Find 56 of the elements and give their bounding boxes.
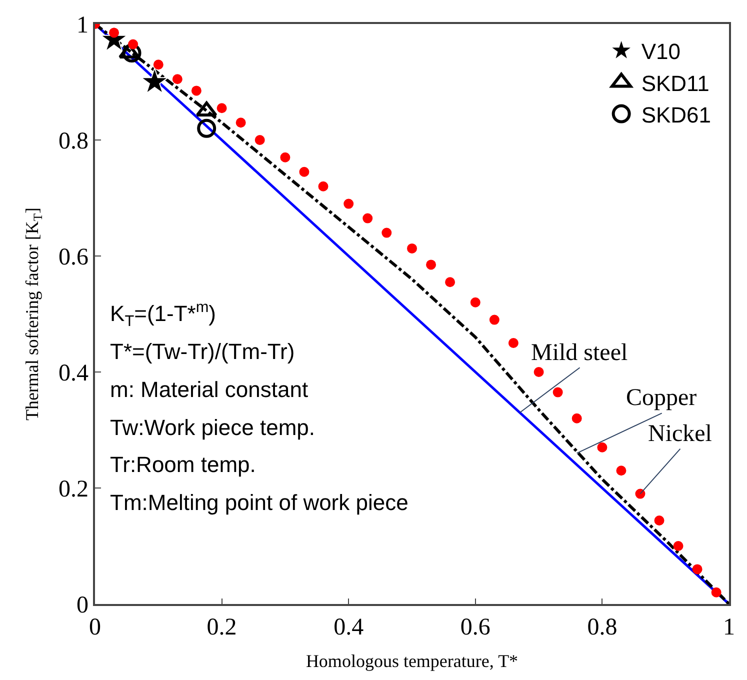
point — [382, 228, 392, 238]
point — [362, 213, 373, 224]
annotation: Tm:Melting point of work piece — [110, 490, 408, 515]
point — [299, 166, 310, 177]
point — [128, 39, 138, 50]
point — [216, 103, 227, 114]
y-tick-label: 0.4 — [58, 360, 88, 386]
point — [172, 74, 182, 84]
point — [109, 28, 120, 38]
point — [654, 515, 664, 526]
y-tick-label: 0.8 — [58, 128, 88, 154]
point — [236, 118, 246, 128]
legend-label: V10 — [641, 39, 680, 64]
point — [191, 86, 202, 96]
point — [140, 68, 168, 94]
legend-label: SKD61 — [641, 102, 712, 128]
point — [426, 260, 436, 270]
point — [616, 466, 626, 476]
point — [445, 277, 456, 288]
point — [711, 587, 722, 598]
point — [673, 541, 684, 551]
x-tick-label: 0.8 — [587, 614, 618, 641]
annotation: Nickel — [648, 421, 712, 447]
point — [635, 488, 646, 499]
y-tick-label: 0.6 — [58, 244, 88, 270]
x-tick-label: 0.2 — [206, 614, 237, 641]
point — [508, 338, 518, 348]
legend-label: SKD11 — [641, 70, 710, 96]
x-axis-title: Homologous temperature, T* — [306, 651, 518, 672]
y-tick-label: 1 — [76, 12, 88, 38]
annotation: Copper — [626, 385, 697, 411]
annotation: K$_{T}$=(1-T*$^{m}$) — [110, 299, 216, 330]
point — [280, 152, 290, 162]
point — [344, 198, 354, 209]
x-tick-label: 1 — [723, 614, 735, 641]
annotation: T*=(Tw-Tr)/(Tm-Tr) — [110, 339, 295, 364]
point — [534, 367, 544, 377]
point — [552, 387, 563, 398]
y-tick-label: 0 — [76, 592, 88, 618]
point — [254, 135, 265, 145]
annotation: Tw:Work piece temp. — [110, 415, 315, 440]
point — [692, 564, 702, 574]
x-tick-label: 0.6 — [460, 614, 490, 641]
annotation: Mild steel — [531, 340, 628, 366]
point — [572, 413, 582, 424]
point — [489, 314, 500, 325]
point — [470, 297, 480, 308]
point — [153, 60, 164, 70]
x-tick-label: 0.4 — [334, 614, 364, 641]
y-tick-label: 0.2 — [58, 476, 88, 502]
annotation: Tr:Room temp. — [110, 452, 256, 477]
annotation: m: Material constant — [110, 377, 308, 402]
point — [318, 181, 328, 192]
point — [597, 442, 608, 452]
point — [407, 243, 417, 254]
point — [197, 118, 216, 138]
